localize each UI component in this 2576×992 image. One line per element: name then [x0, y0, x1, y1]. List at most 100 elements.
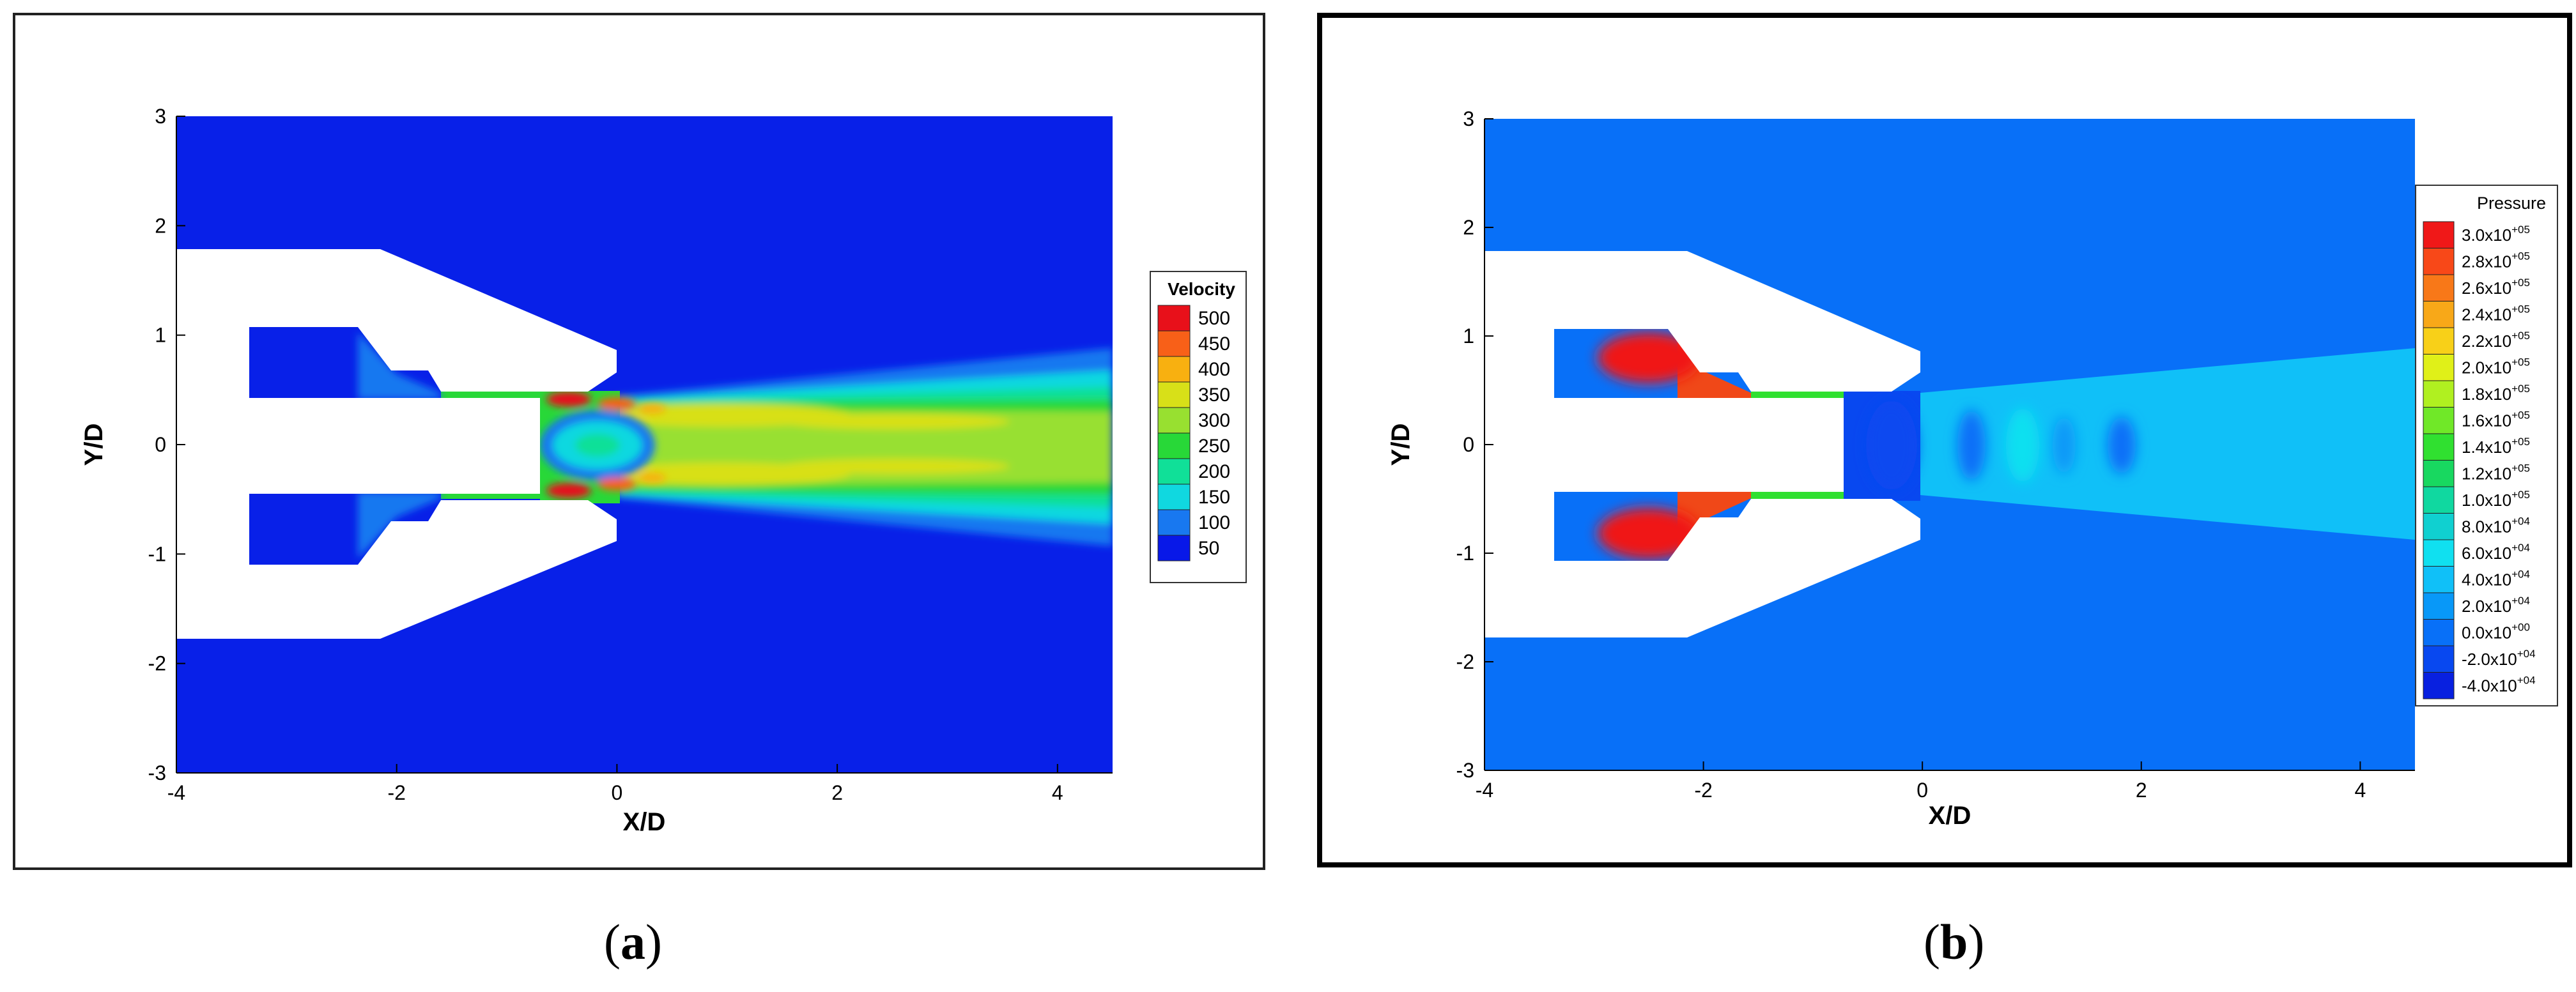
- pressure-legend-swatch: [2423, 354, 2455, 381]
- b-x-tick-label: 4: [2354, 779, 2366, 802]
- velocity-hot-upper-3: [638, 404, 666, 414]
- pressure-legend-times-ten: x10: [2485, 252, 2511, 271]
- pressure-legend-times-ten: x10: [2485, 332, 2511, 351]
- pressure-legend-label: 1.0x10+05: [2462, 489, 2530, 510]
- pressure-legend-times-ten: x10: [2485, 464, 2511, 483]
- panel-a-y-ticks: -3 -2 -1 0 1 2 3: [148, 105, 185, 784]
- panel-b-x-ticks: -4 -2 0 2 4: [1476, 761, 2366, 802]
- pressure-legend-swatch: [2423, 433, 2455, 461]
- b-x-tick-label: 0: [1917, 779, 1928, 802]
- a-y-tick-label: -2: [148, 652, 166, 675]
- velocity-injector-body: [176, 249, 617, 639]
- pressure-core-4: [2108, 416, 2136, 474]
- velocity-hot-lower-2: [598, 478, 636, 491]
- b-x-tick-label: -4: [1476, 779, 1493, 802]
- panel-b-caption-letter: b: [1940, 914, 1968, 970]
- a-y-tick-label: -1: [148, 542, 166, 565]
- pressure-core-2: [2006, 408, 2039, 482]
- pressure-legend-times-ten: x10: [2485, 623, 2511, 642]
- pressure-legend-swatch: [2423, 645, 2455, 673]
- b-y-tick-label: 3: [1463, 107, 1474, 130]
- velocity-chamber-lower-tint: [358, 492, 441, 559]
- a-y-tick-label: -3: [148, 761, 166, 784]
- pressure-legend-times-ten: x10: [2485, 225, 2511, 245]
- pressure-legend-swatch: [2423, 513, 2455, 540]
- panel-a-plot: [176, 116, 1113, 773]
- pressure-legend-exponent: +04: [2517, 674, 2536, 686]
- velocity-legend-label: 450: [1198, 333, 1230, 355]
- pressure-legend-exponent: +05: [2511, 383, 2530, 395]
- pressure-legend-exponent: +05: [2511, 330, 2530, 342]
- pressure-legend-mantissa: 2.0: [2462, 358, 2485, 377]
- pressure-legend-swatch: [2423, 566, 2455, 593]
- pressure-legend-swatch: [2423, 248, 2455, 275]
- velocity-band-upper-far: [780, 414, 1010, 429]
- b-y-tick-label: -2: [1456, 650, 1474, 673]
- panel-b-plot: [1485, 119, 2415, 770]
- b-x-tick-label: 2: [2136, 779, 2147, 802]
- pressure-legend-times-ten: x10: [2490, 676, 2517, 695]
- velocity-legend-labels: 500 450 400 350 300 250 200 150 100 50: [1198, 308, 1230, 559]
- velocity-legend-label: 50: [1198, 538, 1219, 559]
- a-y-tick-label: 3: [155, 105, 166, 128]
- pressure-legend-exponent: +05: [2511, 250, 2530, 262]
- pressure-legend-label: -4.0x10+04: [2462, 674, 2536, 695]
- pressure-chamber-upper-hot: [1598, 332, 1700, 383]
- panel-b-x-axis-label: X/D: [1929, 802, 1971, 830]
- pressure-legend-mantissa: 2.2: [2462, 332, 2485, 351]
- a-x-tick-label: -4: [167, 781, 185, 804]
- pressure-core-3: [2053, 416, 2076, 474]
- velocity-hot-upper-1: [546, 392, 591, 407]
- b-y-tick-label: 0: [1463, 433, 1474, 456]
- pressure-legend-swatch: [2423, 592, 2455, 620]
- pressure-plume: [1920, 348, 2415, 540]
- pressure-legend-times-ten: x10: [2490, 650, 2517, 669]
- pressure-legend-label: 6.0x10+04: [2462, 542, 2530, 563]
- velocity-legend-label: 100: [1198, 512, 1230, 533]
- pressure-legend: Pressure 3.0x10+052.8x10+052.6x10+052.4x…: [2415, 185, 2558, 706]
- pressure-legend-exponent: +05: [2511, 224, 2530, 236]
- pressure-legend-mantissa: 0.0: [2462, 623, 2485, 642]
- velocity-legend-label: 250: [1198, 436, 1230, 457]
- pressure-legend-label: 1.2x10+05: [2462, 462, 2530, 483]
- velocity-legend-swatch: [1157, 407, 1191, 434]
- pressure-legend-label: 2.0x10+04: [2462, 595, 2530, 616]
- velocity-hot-lower-3: [638, 473, 666, 483]
- pressure-legend-swatches: [2423, 221, 2455, 699]
- pressure-legend-exponent: +04: [2517, 648, 2536, 660]
- a-x-tick-label: -2: [387, 781, 405, 804]
- velocity-legend-swatches: [1157, 305, 1191, 561]
- pressure-legend-times-ten: x10: [2485, 305, 2511, 324]
- pressure-legend-label: 2.0x10+05: [2462, 356, 2530, 377]
- pressure-legend-exponent: +05: [2511, 436, 2530, 448]
- pressure-legend-swatch: [2423, 672, 2455, 699]
- pressure-legend-times-ten: x10: [2485, 358, 2511, 377]
- pressure-legend-mantissa: 6.0: [2462, 544, 2485, 563]
- velocity-core-inner: [575, 434, 620, 457]
- pressure-legend-exponent: +04: [2511, 542, 2530, 554]
- pressure-legend-label: 2.2x10+05: [2462, 330, 2530, 351]
- b-y-tick-label: -1: [1456, 542, 1474, 565]
- pressure-legend-mantissa: 1.0: [2462, 491, 2485, 510]
- pressure-legend-times-ten: x10: [2485, 438, 2511, 457]
- pressure-legend-title: Pressure: [2477, 194, 2546, 213]
- velocity-legend-swatch: [1157, 509, 1191, 536]
- pressure-legend-exponent: +05: [2511, 462, 2530, 474]
- pressure-legend-mantissa: 2.6: [2462, 279, 2485, 298]
- panel-a-caption: (a): [604, 914, 662, 970]
- pressure-legend-label: 3.0x10+05: [2462, 224, 2530, 245]
- a-x-tick-label: 4: [1052, 781, 1063, 804]
- pressure-legend-mantissa: 1.6: [2462, 411, 2485, 430]
- pressure-legend-swatch: [2423, 460, 2455, 487]
- pressure-core-ring-1: [1866, 401, 1917, 490]
- pressure-legend-label: 1.4x10+05: [2462, 436, 2530, 457]
- pressure-legend-times-ten: x10: [2485, 597, 2511, 616]
- pressure-legend-swatch: [2423, 221, 2455, 248]
- b-y-tick-label: -3: [1456, 759, 1474, 782]
- pressure-legend-exponent: +05: [2511, 277, 2530, 289]
- pressure-legend-label: 8.0x10+04: [2462, 515, 2530, 536]
- pressure-legend-swatch: [2423, 274, 2455, 301]
- pressure-chamber-lower-hot: [1598, 508, 1700, 559]
